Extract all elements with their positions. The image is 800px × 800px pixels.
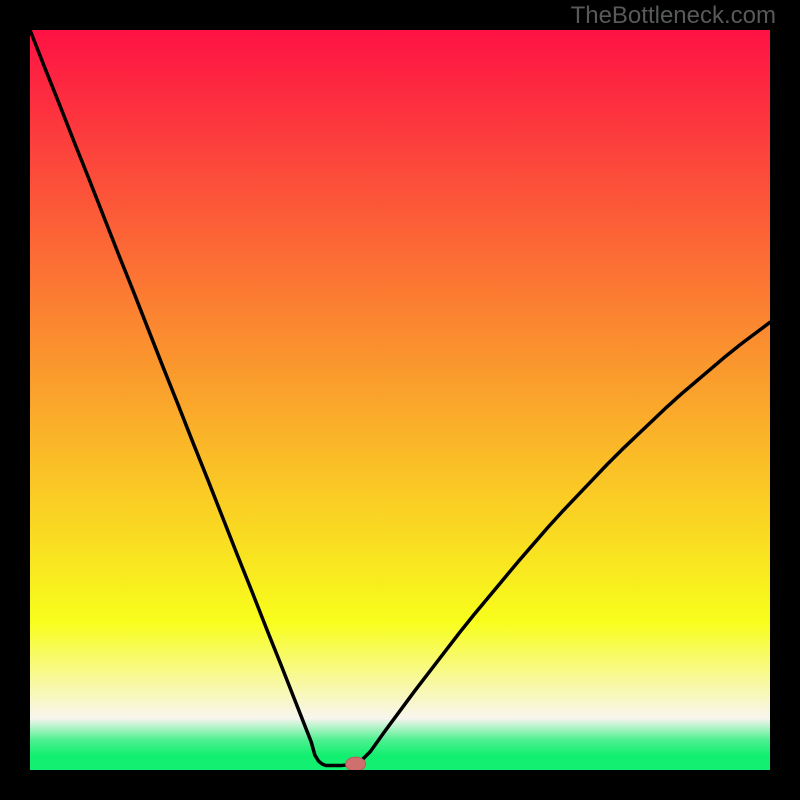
optimal-point-marker: [346, 757, 366, 770]
watermark-label: TheBottleneck.com: [571, 2, 776, 30]
bottleneck-chart: [30, 30, 770, 770]
gradient-background: [30, 30, 770, 770]
plot-area: [30, 30, 770, 770]
chart-frame: TheBottleneck.com: [0, 0, 800, 800]
